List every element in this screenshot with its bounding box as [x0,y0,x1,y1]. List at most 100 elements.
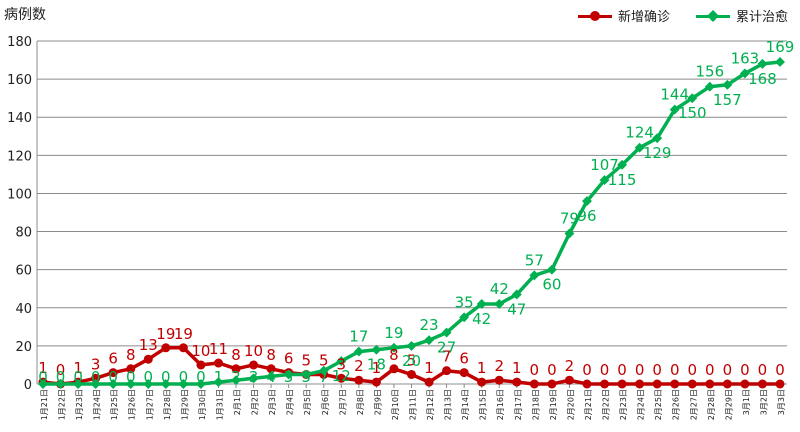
data-label: 0 [547,361,557,379]
data-label: 18 [367,356,386,374]
y-axis-ticks: 0 20 40 60 80 100 120 140 160 180 [7,35,32,393]
data-point [407,369,416,379]
data-point [476,299,487,309]
legend-label-confirmed: 新增确诊 [618,10,671,25]
data-label: 0 [73,368,83,386]
x-tick-label: 2月27日 [689,389,698,420]
data-point [669,104,680,115]
data-point [582,196,592,207]
data-label: 0 [600,361,610,379]
legend: 新增确诊 累计治愈 [578,6,788,25]
data-point [564,375,574,385]
data-label: 0 [144,368,154,386]
data-label: 11 [209,340,228,358]
legend-item-confirmed: 新增确诊 [578,6,670,25]
x-tick-label: 2月12日 [426,389,435,420]
x-tick-label: 2月2日 [251,389,260,415]
data-label: 19 [156,325,175,343]
data-point [91,373,101,383]
data-label: 6 [459,350,469,368]
x-tick-label: 2月18日 [531,389,540,420]
data-point [704,81,715,92]
legend-swatch-confirmed [578,10,612,22]
data-label: 157 [713,91,742,109]
data-point [213,377,224,388]
y-tick-label: 60 [15,264,32,279]
data-label: 156 [695,63,724,81]
y-tick-label: 100 [7,187,32,202]
data-point [336,356,347,367]
data-label: 19 [384,324,403,342]
data-label: 7 [442,348,452,366]
data-point [459,312,470,323]
data-point [283,369,294,380]
legend-swatch-recovered [696,9,731,22]
data-label: 19 [174,325,193,343]
data-label: 5 [407,351,417,369]
data-label: 115 [608,171,637,189]
data-point [318,365,329,376]
data-point [582,379,592,389]
x-tick-label: 2月4日 [286,389,295,415]
x-tick-label: 2月28日 [707,389,716,420]
x-tick-label: 1月27日 [145,389,154,420]
data-point [442,366,452,376]
data-label: 0 [635,361,645,379]
data-label: 0 [617,361,627,379]
data-label: 3 [249,368,259,386]
x-tick-label: 2月23日 [619,389,628,420]
data-label: 0 [723,361,733,379]
x-tick-label: 1月23日 [75,389,84,420]
x-tick-label: 1月29日 [180,389,189,420]
data-point [477,377,487,387]
data-label: 8 [231,346,241,364]
data-point [301,369,312,380]
data-label: 144 [660,86,689,104]
data-point [353,346,364,357]
data-point [108,368,118,378]
data-point [125,379,136,389]
data-label: 42 [472,310,491,328]
data-label: 2 [494,357,504,375]
data-label: 0 [530,361,540,379]
x-tick-label: 2月11日 [409,389,418,420]
x-tick-label: 3月2日 [759,389,768,415]
data-point [687,379,697,389]
data-point [511,289,522,300]
data-label: 17 [349,328,368,346]
y-tick-label: 20 [15,340,32,355]
x-tick-label: 1月28日 [163,389,172,420]
data-label: 35 [455,293,474,311]
x-tick-label: 2月3日 [268,389,277,415]
y-tick-label: 180 [7,35,32,50]
series-layer [38,57,785,389]
data-label: 0 [705,361,715,379]
x-tick-label: 2月14日 [461,389,470,420]
data-label: 6 [284,350,294,368]
x-tick-label: 3月3日 [777,389,786,415]
data-label: 5 [301,368,311,386]
data-point [459,368,469,378]
data-label: 1 [424,359,434,377]
data-label: 10 [191,342,210,360]
data-point [600,379,610,389]
data-point [652,379,662,389]
data-label: 0 [582,361,592,379]
data-label: 23 [420,316,439,334]
data-point [231,364,241,374]
data-label: 60 [542,276,561,294]
data-label: 5 [284,368,294,386]
data-label: 12 [332,367,351,385]
x-tick-label: 1月22日 [58,389,67,420]
data-point [722,79,733,90]
data-point [529,270,540,281]
data-label: 3 [337,355,347,373]
data-label: 8 [389,346,399,364]
data-label: 8 [266,346,276,364]
x-tick-label: 2月29日 [724,389,733,420]
data-point [705,379,715,389]
y-tick-label: 160 [7,73,32,88]
x-tick-label: 2月8日 [356,389,365,415]
data-label: 27 [437,339,456,357]
x-tick-label: 2月21日 [584,389,593,420]
